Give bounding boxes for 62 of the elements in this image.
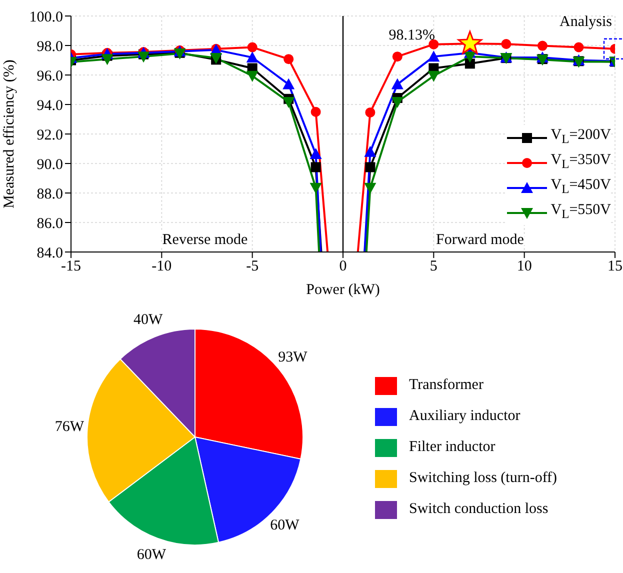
x-tick-label: 10 — [516, 258, 532, 275]
y-tick-label: 92.0 — [36, 127, 63, 144]
x-axis-title: Power (kW) — [306, 282, 380, 298]
point — [391, 78, 404, 90]
point — [282, 96, 295, 108]
y-axis-title: Measured efficiency (%) — [1, 60, 18, 208]
point — [428, 50, 440, 62]
x-tick-label: -5 — [246, 258, 259, 275]
legend-label: V$_{L}$=350V — [550, 152, 611, 171]
y-tick-label: 84.0 — [36, 245, 63, 262]
legend-label: Auxiliary inductor — [409, 408, 520, 425]
legend-label: V$_{L}$=550V — [550, 202, 611, 221]
point — [428, 70, 440, 82]
point — [310, 148, 322, 160]
data-label: 60W — [136, 547, 167, 564]
point — [284, 54, 294, 64]
y-tick-label: 100.0 — [29, 9, 63, 26]
legend-label: Transformer — [409, 377, 484, 394]
y-tick-label: 86.0 — [36, 216, 63, 232]
point — [282, 78, 295, 90]
x-tick-label: -15 — [61, 258, 81, 275]
annotation: Reverse mode — [162, 232, 248, 248]
point — [537, 40, 548, 51]
point — [392, 52, 402, 62]
point — [464, 58, 475, 69]
legend-label: Switch conduction loss — [409, 501, 548, 518]
point — [310, 162, 321, 172]
point — [365, 162, 376, 172]
annotation: Forward mode — [436, 232, 524, 248]
legend-label: Filter inductor — [409, 439, 496, 456]
y-tick-label: 90.0 — [36, 156, 63, 173]
legend-label: Switching loss (turn-off) — [409, 470, 558, 487]
point — [246, 51, 258, 62]
point — [364, 146, 376, 157]
y-tick-label: 98.0 — [36, 38, 63, 55]
legend-label: V$_{L}$=200V — [550, 127, 611, 146]
point — [464, 52, 476, 63]
data-label: 76W — [54, 418, 85, 435]
x-tick-label: 0 — [339, 258, 347, 275]
point — [138, 52, 150, 63]
point — [428, 39, 439, 50]
point — [365, 107, 376, 118]
annotation: 98.13% — [388, 28, 436, 44]
point — [364, 182, 376, 194]
y-tick-label: 96.0 — [36, 68, 63, 84]
data-label: 40W — [133, 312, 164, 328]
point — [501, 39, 512, 50]
x-tick-label: -10 — [152, 258, 172, 275]
point — [310, 182, 322, 194]
point — [574, 42, 584, 52]
x-tick-label: 15 — [608, 258, 622, 275]
y-tick-label: 88.0 — [36, 186, 63, 202]
annotation: Analysis — [560, 14, 612, 30]
x-tick-label: 5 — [430, 258, 438, 275]
legend-label: V$_{L}$=450V — [550, 177, 611, 196]
point — [247, 42, 258, 52]
point — [246, 70, 258, 82]
data-label: 60W — [270, 517, 300, 534]
data-label: 93W — [278, 350, 308, 366]
y-tick-label: 94.0 — [36, 98, 63, 114]
point — [391, 96, 404, 108]
point — [310, 106, 321, 117]
